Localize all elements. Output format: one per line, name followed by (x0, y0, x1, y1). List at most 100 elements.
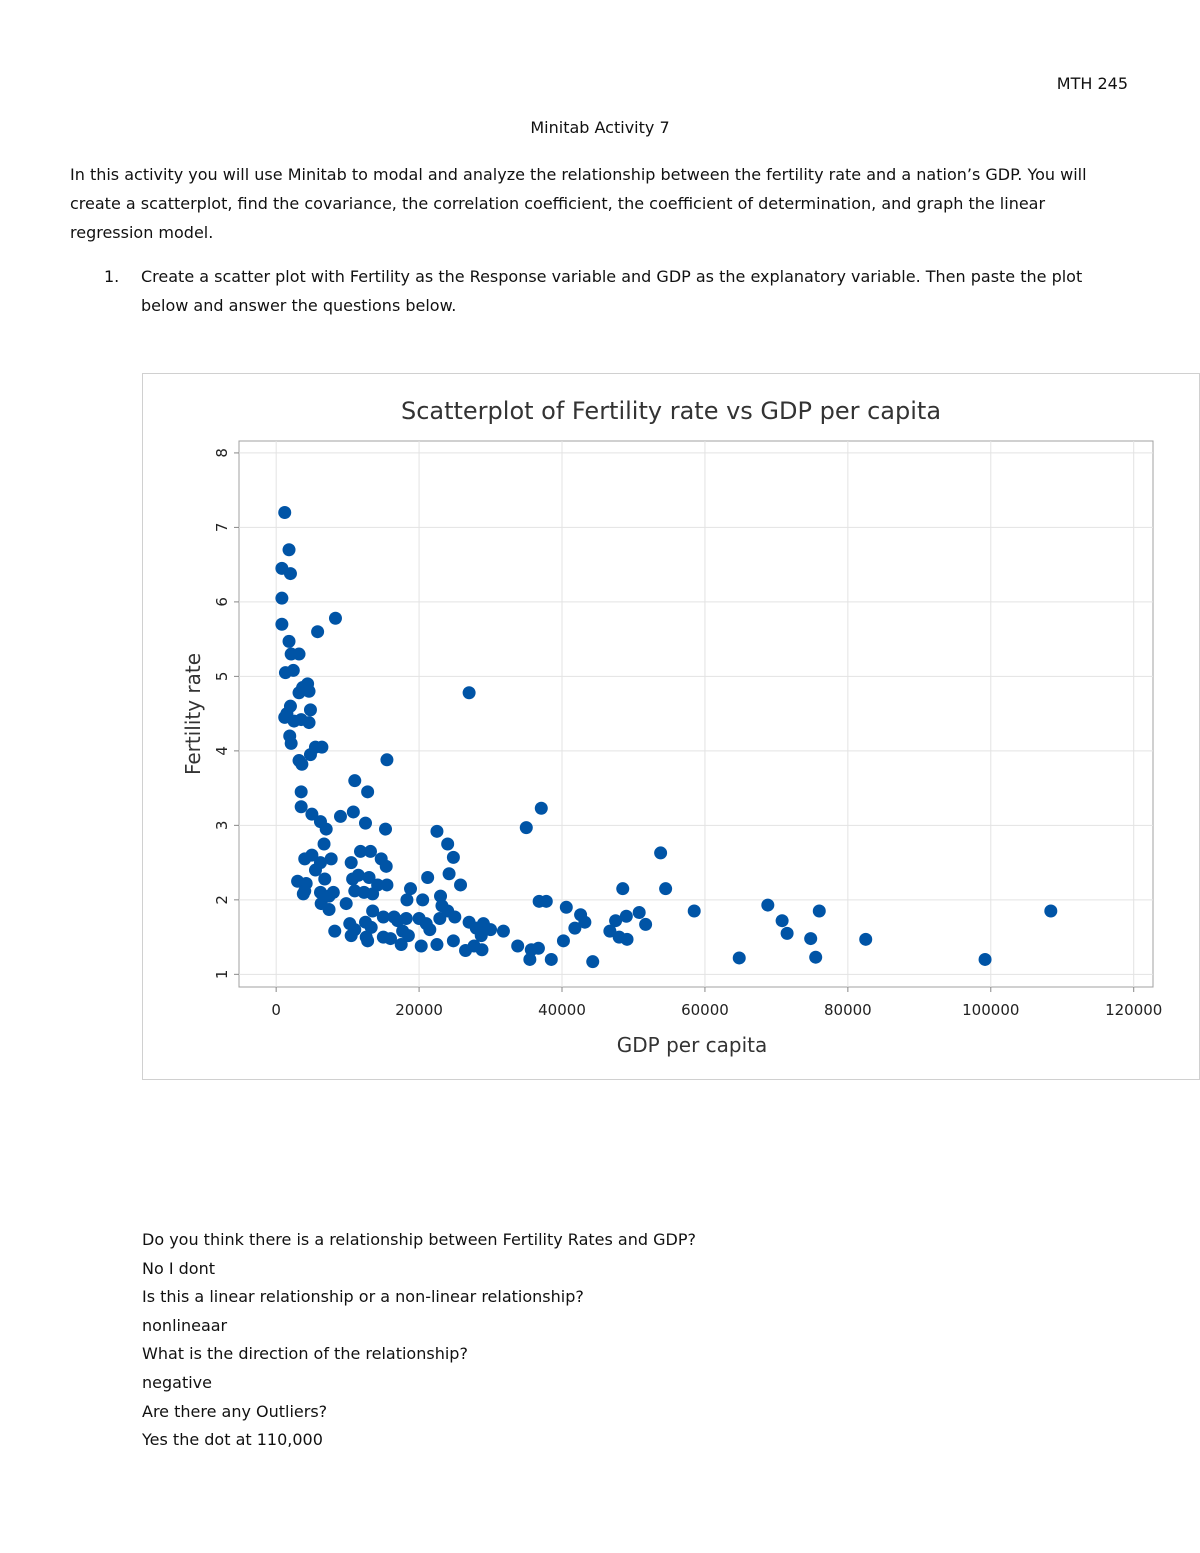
data-point (344, 856, 358, 870)
data-point (383, 932, 397, 946)
data-point (761, 898, 775, 912)
data-point (278, 666, 292, 680)
data-point (294, 785, 308, 799)
y-tick-label: 2 (213, 895, 231, 905)
data-point (275, 617, 289, 631)
data-point (812, 904, 826, 918)
data-point (394, 938, 408, 952)
data-point (414, 939, 428, 953)
answer-text: No I dont (142, 1258, 216, 1278)
x-tick-label: 0 (271, 1001, 281, 1019)
data-point (978, 952, 992, 966)
data-point (804, 932, 818, 946)
answer-text: negative (142, 1372, 212, 1392)
data-point (284, 736, 298, 750)
question-text: Are there any Outliers? (142, 1401, 328, 1421)
data-point (475, 943, 489, 957)
data-point (344, 929, 358, 943)
data-point (278, 506, 292, 520)
data-point (416, 893, 430, 907)
data-point (295, 757, 309, 771)
data-point (616, 882, 630, 896)
data-point (318, 872, 332, 886)
chart-title: Scatterplot of Fertility rate vs GDP per… (401, 397, 941, 425)
y-tick-label: 5 (213, 672, 231, 682)
intro-paragraph: In this activity you will use Minitab to… (70, 165, 1087, 242)
data-point (780, 926, 794, 940)
x-tick-label: 20000 (395, 1001, 443, 1019)
data-point (292, 686, 306, 700)
data-point (568, 921, 582, 935)
x-tick-label: 120000 (1105, 1001, 1162, 1019)
data-point (462, 686, 476, 700)
data-point (433, 911, 447, 925)
data-point (775, 914, 789, 928)
data-point (620, 932, 634, 946)
data-point (292, 647, 306, 661)
data-point (302, 716, 316, 730)
answer-text: Yes the dot at 110,000 (142, 1430, 323, 1450)
data-point (659, 882, 673, 896)
data-point (523, 952, 537, 966)
data-point (294, 800, 308, 814)
question-text: What is the direction of the relationshi… (142, 1344, 468, 1364)
y-tick-label: 4 (213, 746, 231, 756)
plot-area (238, 440, 1154, 988)
data-point (1044, 904, 1058, 918)
data-point (519, 821, 533, 835)
data-point (586, 955, 600, 969)
data-point (430, 938, 444, 952)
data-point (376, 910, 390, 924)
question-item: 1. Create a scatter plot with Fertility … (104, 262, 1134, 320)
data-point (446, 934, 460, 948)
data-point (319, 822, 333, 836)
data-point (809, 950, 823, 964)
question-text: Do you think there is a relationship bet… (142, 1230, 696, 1249)
data-point (454, 878, 468, 892)
data-point (442, 867, 456, 881)
data-point (421, 871, 435, 885)
y-tick-label: 6 (213, 597, 231, 607)
data-point (305, 807, 319, 821)
data-point (361, 785, 375, 799)
data-point (305, 848, 319, 862)
chart-frame: Scatterplot of Fertility rate vs GDP per… (142, 373, 1200, 1080)
data-point (687, 904, 701, 918)
data-point (639, 917, 653, 931)
data-point (544, 952, 558, 966)
doc-title: Minitab Activity 7 (530, 118, 670, 137)
data-point (603, 924, 617, 938)
data-point (732, 951, 746, 965)
data-point (401, 929, 415, 943)
data-point (609, 914, 623, 928)
data-point (275, 591, 289, 605)
data-point (511, 939, 525, 953)
data-point (346, 805, 360, 819)
data-point (531, 941, 545, 955)
data-point (446, 850, 460, 864)
data-point (282, 634, 296, 648)
data-point (328, 611, 342, 625)
data-point (496, 924, 510, 938)
data-point (379, 859, 393, 873)
data-point (484, 923, 498, 937)
chart: Scatterplot of Fertility rate vs GDP per… (181, 397, 1162, 1057)
data-point (363, 844, 377, 858)
data-point (404, 882, 418, 896)
data-point (434, 889, 448, 903)
list-number: 1. (104, 267, 120, 286)
y-tick-label: 8 (213, 448, 231, 458)
data-point (378, 822, 392, 836)
data-point (317, 837, 331, 851)
data-point (303, 703, 317, 717)
question-text: Is this a linear relationship or a non-l… (142, 1287, 584, 1307)
data-point (380, 753, 394, 767)
data-point (400, 893, 414, 907)
data-point (353, 844, 367, 858)
question-text: Create a scatter plot with Fertility as … (141, 267, 1083, 315)
data-point (362, 871, 376, 885)
x-axis-label: GDP per capita (617, 1033, 768, 1057)
data-point (296, 887, 310, 901)
course-header: MTH 245 (1056, 74, 1128, 93)
